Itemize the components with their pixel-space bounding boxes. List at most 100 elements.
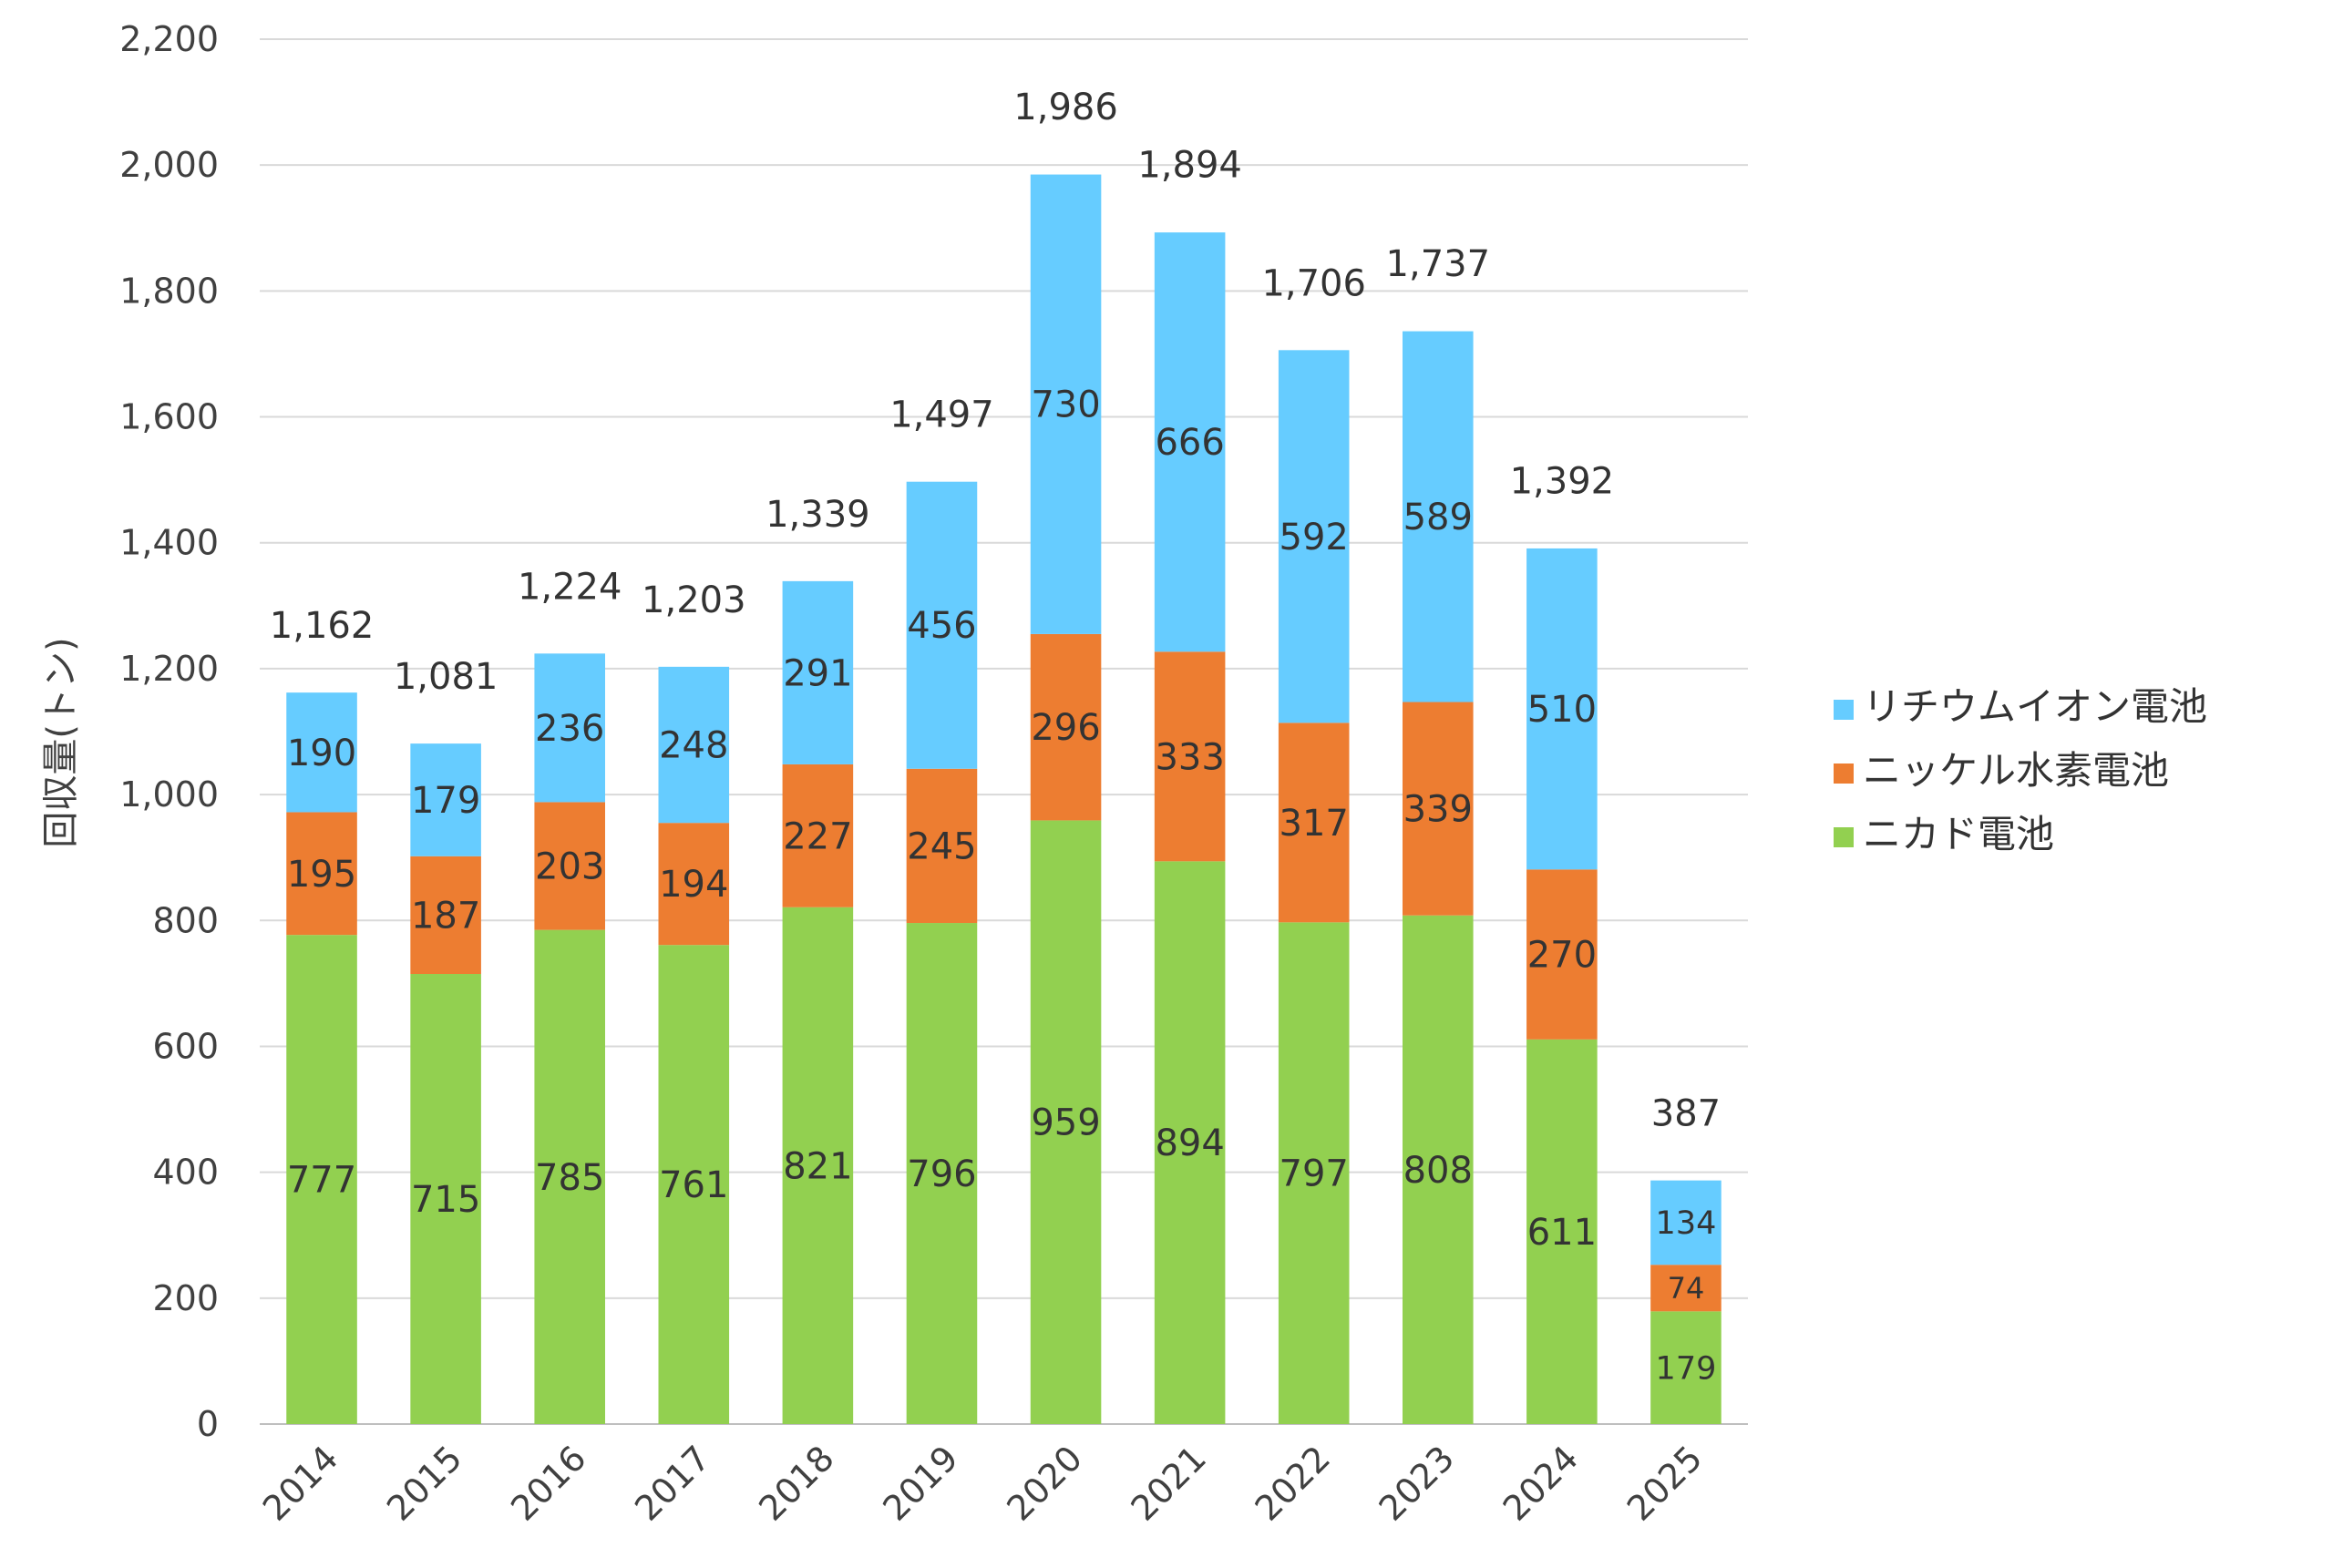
y-tick-label: 1,400 — [119, 523, 219, 563]
y-tick-label: 400 — [152, 1153, 219, 1193]
bar-segment — [410, 856, 481, 974]
bars — [286, 174, 1721, 1424]
segment-value-label: 236 — [535, 708, 604, 750]
legend-swatch — [1834, 700, 1854, 720]
bar-segment — [1278, 350, 1350, 723]
segment-value-label: 190 — [287, 733, 356, 774]
total-label: 1,706 — [1261, 262, 1366, 304]
y-tick-label: 600 — [152, 1026, 219, 1066]
segment-value-label: 248 — [659, 725, 728, 767]
segment-value-label: 666 — [1155, 422, 1224, 464]
total-label: 1,497 — [889, 395, 994, 436]
segment-value-label: 796 — [907, 1153, 976, 1195]
x-tick-label: 2025 — [1619, 1438, 1711, 1529]
total-label: 1,986 — [1013, 87, 1118, 128]
bar-segment — [658, 666, 730, 824]
legend-swatch — [1834, 764, 1854, 784]
bar-segment — [1154, 651, 1226, 862]
bar-segment — [1403, 915, 1474, 1424]
total-label: 1,224 — [518, 566, 622, 608]
segment-value-label: 456 — [907, 605, 976, 647]
bar-segment — [286, 935, 357, 1424]
y-axis: 0 200 400 600 800 1,000 1,200 1,400 1,600 1,800 2,… — [119, 19, 219, 1444]
x-tick-label: 2016 — [503, 1438, 594, 1529]
x-axis: 2014 2015 2016 2017 2018 2019 2020 2021 2022 2023… — [255, 1438, 1710, 1529]
bar-segment — [286, 692, 357, 813]
x-tick-label: 2023 — [1372, 1438, 1463, 1529]
segment-value-label: 959 — [1031, 1102, 1100, 1144]
x-tick-label: 2021 — [1123, 1438, 1214, 1529]
bar-segment — [906, 923, 978, 1424]
y-tick-label: 1,200 — [119, 649, 219, 689]
segment-value-label: 179 — [411, 780, 480, 822]
segment-value-label: 592 — [1280, 517, 1349, 559]
segment-value-label: 179 — [1656, 1350, 1717, 1387]
bar-segment — [410, 743, 481, 856]
segment-value-label: 797 — [1280, 1153, 1349, 1195]
bar-segment — [1030, 174, 1102, 634]
segment-value-label: 611 — [1527, 1212, 1597, 1254]
bar-segment — [782, 580, 854, 764]
total-label: 1,737 — [1386, 243, 1491, 285]
bar-segment — [534, 929, 605, 1424]
segment-value-label: 777 — [287, 1160, 356, 1202]
segment-value-label: 730 — [1031, 384, 1100, 426]
x-tick-label: 2017 — [627, 1438, 718, 1529]
bar-segment — [534, 653, 605, 803]
bar-segment — [782, 764, 854, 907]
bar-segment — [1526, 1039, 1598, 1424]
segment-value-label: 74 — [1668, 1271, 1705, 1306]
total-label: 387 — [1651, 1093, 1721, 1135]
data-labels: 777 195 190 1,162 715 187 179 1,081 785 203 236 1,2… — [270, 87, 1721, 1388]
x-tick-label: 2022 — [1248, 1438, 1339, 1529]
segment-value-label: 195 — [287, 854, 356, 896]
segment-value-label: 296 — [1031, 707, 1100, 749]
y-tick-label: 200 — [152, 1278, 219, 1318]
total-label: 1,339 — [766, 494, 870, 536]
y-axis-title: 回収量(トン) — [40, 637, 82, 847]
segment-value-label: 339 — [1403, 789, 1473, 831]
x-tick-label: 2015 — [379, 1438, 470, 1529]
bar-segment — [1526, 548, 1598, 870]
y-tick-label: 2,000 — [119, 145, 219, 185]
segment-value-label: 808 — [1403, 1150, 1473, 1192]
bar-segment — [658, 823, 730, 946]
total-label: 1,081 — [394, 656, 498, 698]
y-tick-label: 0 — [197, 1404, 219, 1444]
bar-segment — [410, 974, 481, 1424]
bar-segment — [906, 481, 978, 769]
gridlines — [260, 38, 1748, 1425]
x-tick-label: 2018 — [751, 1438, 842, 1529]
bar-segment — [782, 907, 854, 1424]
legend-label: ニッケル水素電池 — [1863, 748, 2169, 793]
bar-segment — [1650, 1180, 1721, 1266]
bar-segment — [534, 802, 605, 930]
bar-segment — [286, 812, 357, 936]
legend-swatch — [1834, 827, 1854, 847]
segment-value-label: 510 — [1527, 689, 1597, 731]
bar-segment — [1154, 861, 1226, 1424]
segment-value-label: 317 — [1280, 803, 1349, 845]
bar-segment — [1650, 1265, 1721, 1312]
bar-segment — [1278, 723, 1350, 923]
bar-segment — [1030, 633, 1102, 821]
bar-segment — [1403, 702, 1474, 916]
bar-segment — [1403, 331, 1474, 702]
segment-value-label: 270 — [1527, 935, 1597, 977]
x-tick-label: 2024 — [1495, 1438, 1587, 1529]
x-tick-label: 2014 — [255, 1438, 346, 1529]
total-label: 1,203 — [642, 579, 746, 621]
y-tick-label: 1,000 — [119, 774, 219, 815]
total-label: 1,162 — [270, 605, 375, 647]
bar-segment — [1278, 922, 1350, 1424]
y-tick-label: 1,600 — [119, 397, 219, 437]
bar-segment — [658, 945, 730, 1424]
total-label: 1,894 — [1137, 144, 1242, 186]
legend-label: ニカド電池 — [1863, 812, 2054, 856]
segment-value-label: 821 — [783, 1145, 852, 1187]
y-tick-label: 1,800 — [119, 271, 219, 311]
y-tick-label: 2,200 — [119, 19, 219, 59]
